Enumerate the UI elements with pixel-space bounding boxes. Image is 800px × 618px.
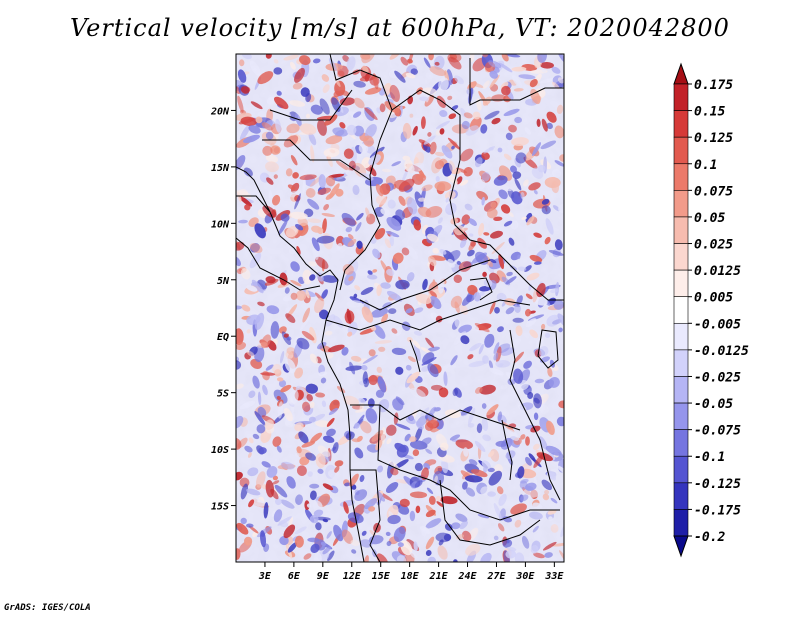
longitude-axis: 3E 6E 9E 12E 15E 18E 21E 24E 27E 30E 33E	[258, 562, 564, 582]
lat-tick-label: 10S	[211, 445, 229, 456]
colorbar: 0.175 0.15 0.125 0.1 0.075 0.05 0.025 0.0125 0.0…	[673, 62, 749, 558]
colorbar-swatch	[673, 349, 689, 377]
map-title: Vertical velocity [m/s] at 600hPa, VT: 2…	[70, 14, 730, 42]
colorbar-label: -0.2	[694, 530, 725, 545]
lat-tick-label: 20N	[210, 106, 230, 117]
colorbar-label: -0.125	[694, 477, 741, 492]
colorbar-label: 0.05	[694, 211, 725, 226]
colorbar-swatch	[673, 402, 689, 430]
colorbar-swatch	[673, 110, 689, 138]
lon-tick-label: 3E	[258, 571, 272, 582]
colorbar-label: -0.025	[694, 370, 741, 385]
lon-tick-label: 24E	[457, 571, 477, 582]
colorbar-label: 0.005	[694, 291, 733, 306]
colorbar-swatch	[673, 216, 689, 244]
lat-tick-label: 5S	[217, 389, 229, 400]
colorbar-swatch	[673, 322, 689, 351]
colorbar-swatch	[673, 136, 689, 165]
colorbar-top-arrow	[673, 62, 689, 85]
colorbar-swatch	[673, 269, 689, 298]
colorbar-label: -0.05	[694, 397, 733, 412]
lat-tick-label: EQ	[217, 332, 229, 343]
lat-tick-label: 15N	[211, 163, 230, 174]
lon-tick-label: 21E	[429, 571, 449, 582]
colorbar-swatch	[673, 482, 689, 510]
lon-tick-label: 12E	[343, 571, 362, 582]
latitude-axis: 20N 15N 10N 5N EQ 5S 10S 15S	[210, 106, 236, 513]
lon-tick-label: 27E	[486, 571, 506, 582]
colorbar-label: -0.1	[694, 450, 725, 465]
vertical-velocity-field	[236, 54, 564, 562]
colorbar-label: 0.025	[694, 238, 733, 253]
colorbar-swatch	[673, 509, 689, 537]
colorbar-label: -0.005	[694, 317, 741, 332]
lon-tick-label: 6E	[288, 571, 301, 582]
colorbar-swatch	[673, 296, 689, 324]
grads-credit: GrADS: IGES/COLA	[4, 603, 91, 613]
lon-tick-label: 18E	[401, 571, 420, 582]
lon-tick-label: 33E	[544, 571, 564, 582]
colorbar-bottom-arrow	[673, 535, 689, 558]
lon-tick-label: 30E	[515, 571, 535, 582]
colorbar-label: 0.15	[694, 105, 725, 120]
lat-tick-label: 15S	[211, 502, 229, 513]
lat-tick-label: 5N	[217, 276, 230, 287]
colorbar-swatch	[673, 429, 689, 457]
colorbar-swatch	[673, 83, 689, 111]
colorbar-label: 0.125	[694, 131, 733, 146]
colorbar-label: -0.0125	[694, 344, 749, 359]
colorbar-label: -0.175	[694, 503, 741, 518]
map-frame	[235, 53, 565, 563]
colorbar-label: 0.075	[694, 184, 733, 199]
colorbar-label: 0.1	[694, 158, 717, 173]
colorbar-swatch	[673, 455, 689, 484]
colorbar-swatch	[673, 190, 689, 218]
colorbar-swatch	[673, 163, 689, 191]
colorbar-swatch	[673, 243, 689, 271]
lon-tick-label: 9E	[317, 571, 330, 582]
colorbar-label: 0.0125	[694, 264, 741, 279]
coastlines-borders	[236, 54, 564, 562]
colorbar-label: 0.175	[694, 78, 733, 93]
colorbar-label: -0.075	[694, 424, 741, 439]
lon-tick-label: 15E	[372, 571, 391, 582]
lat-tick-label: 10N	[211, 219, 230, 230]
colorbar-swatch	[673, 376, 689, 404]
